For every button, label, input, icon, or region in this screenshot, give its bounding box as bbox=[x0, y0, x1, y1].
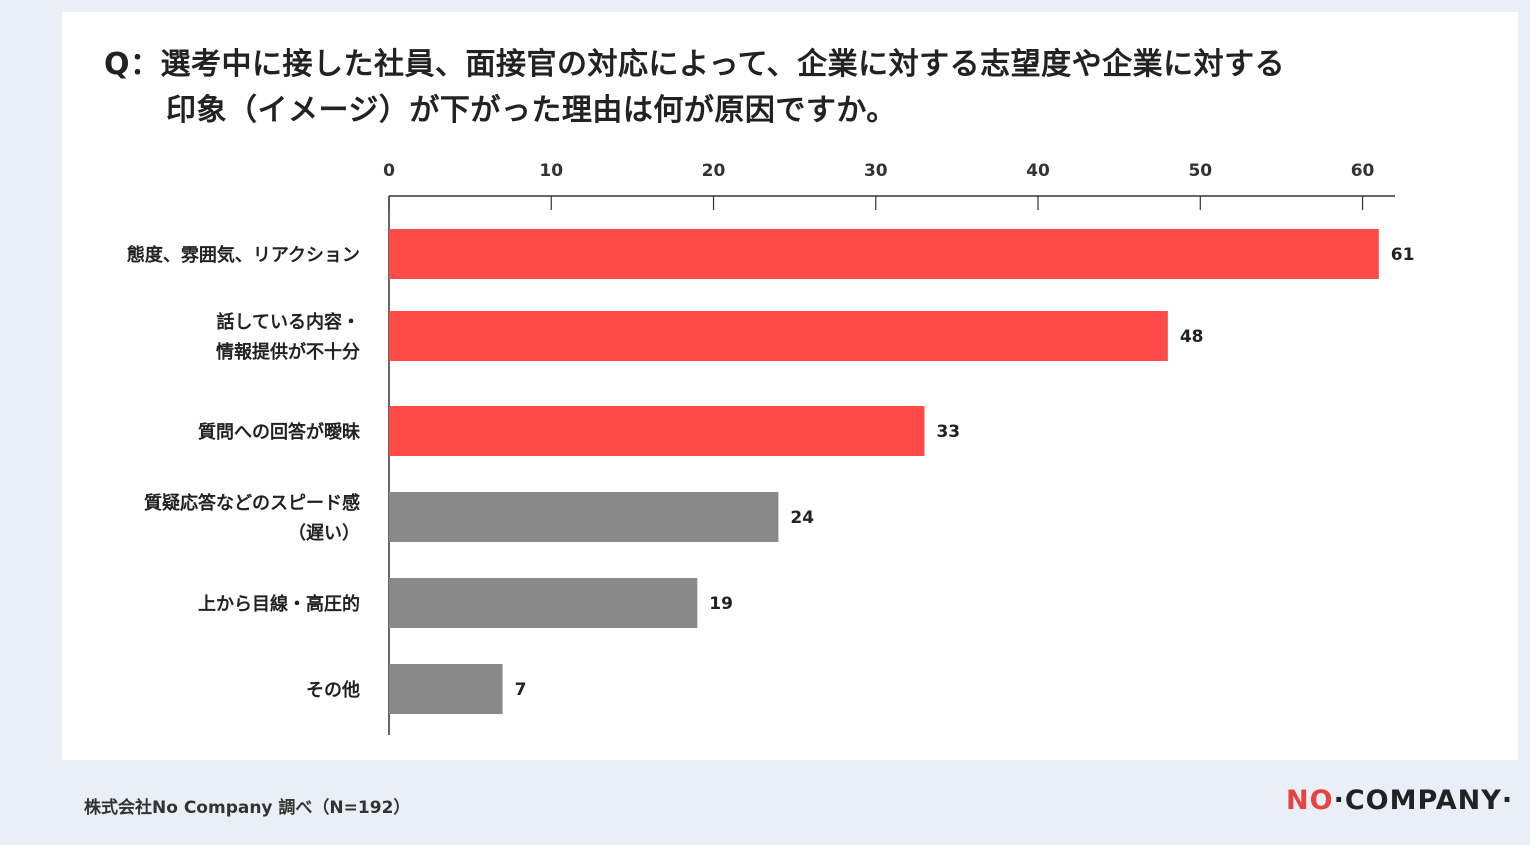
bar-3 bbox=[389, 492, 779, 542]
bar-value-label-5: 7 bbox=[515, 680, 527, 700]
x-tick-label-40: 40 bbox=[1026, 161, 1050, 181]
chart-question: Q：選考中に接した社員、面接官の対応によって、企業に対する志望度や企業に対する … bbox=[104, 42, 1285, 134]
category-label-0: 態度、雰囲気、リアクション bbox=[127, 244, 360, 266]
category-label-4: 上から目線・高圧的 bbox=[198, 593, 360, 615]
category-label-5: その他 bbox=[306, 679, 360, 701]
x-tick-label-60: 60 bbox=[1351, 161, 1375, 181]
company-logo: NO·COMPANY· bbox=[1286, 785, 1514, 816]
x-tick-label-0: 0 bbox=[383, 161, 395, 181]
question-line-1: Q：選考中に接した社員、面接官の対応によって、企業に対する志望度や企業に対する bbox=[104, 47, 1286, 82]
bar-2 bbox=[389, 406, 925, 456]
bar-value-label-0: 61 bbox=[1391, 245, 1415, 265]
logo-part-company: COMPANY bbox=[1344, 785, 1502, 816]
source-note: 株式会社No Company 調べ（N=192） bbox=[84, 798, 411, 818]
bar-value-label-2: 33 bbox=[936, 422, 960, 442]
x-tick-label-20: 20 bbox=[702, 161, 726, 181]
bar-value-label-4: 19 bbox=[709, 594, 733, 614]
x-tick-label-50: 50 bbox=[1188, 161, 1212, 181]
category-label-2: 質問への回答が曖昧 bbox=[198, 421, 361, 443]
category-label-3: 質疑応答などのスピード感（遅い） bbox=[144, 492, 360, 544]
bar-value-label-3: 24 bbox=[790, 508, 814, 528]
bar-5 bbox=[389, 664, 503, 714]
bar-1 bbox=[389, 311, 1168, 361]
bar-4 bbox=[389, 578, 698, 628]
question-line-2: 印象（イメージ）が下がった理由は何が原因ですか。 bbox=[166, 93, 897, 128]
bar-value-label-1: 48 bbox=[1180, 327, 1204, 347]
chart-card: Q：選考中に接した社員、面接官の対応によって、企業に対する志望度や企業に対する … bbox=[62, 12, 1518, 760]
bar-0 bbox=[389, 229, 1379, 279]
x-tick-label-30: 30 bbox=[864, 161, 888, 181]
x-tick-label-10: 10 bbox=[539, 161, 563, 181]
category-label-1: 話している内容・情報提供が不十分 bbox=[216, 311, 360, 363]
logo-part-no: NO bbox=[1286, 785, 1334, 816]
